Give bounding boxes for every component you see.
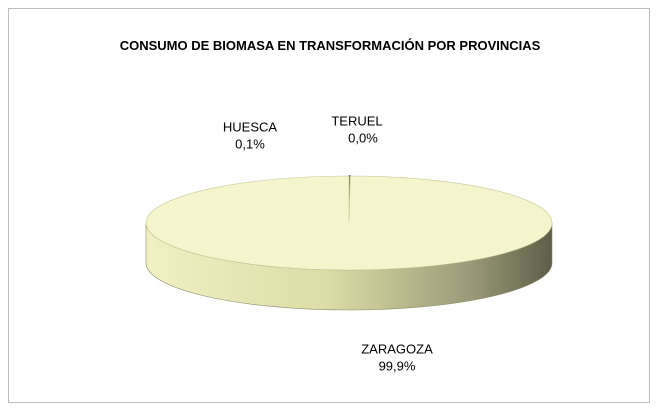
slice-label: HUESCA	[223, 119, 278, 134]
chart-title: CONSUMO DE BIOMASA EN TRANSFORMACIÓN POR…	[119, 38, 541, 53]
slice-label: ZARAGOZA	[361, 341, 433, 356]
slice-value-label: 99,9%	[379, 358, 416, 373]
slice-value-label: 0,0%	[348, 130, 378, 145]
slice-value-label: 0,1%	[235, 136, 265, 151]
chart-frame	[8, 8, 650, 403]
pie-slice	[145, 175, 553, 271]
slice-label: TERUEL	[331, 113, 382, 128]
